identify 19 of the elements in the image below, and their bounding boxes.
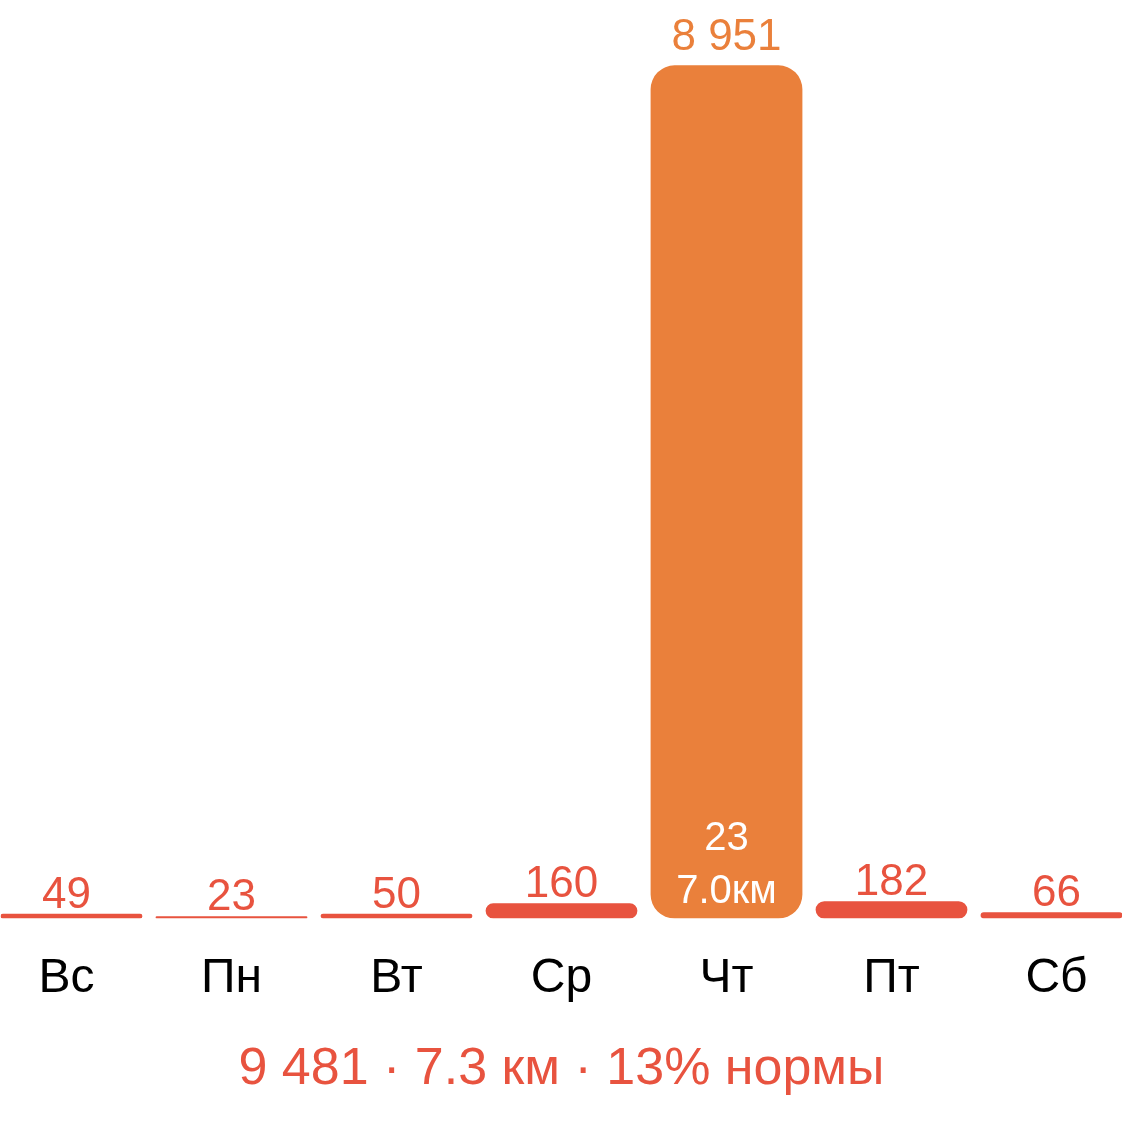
x-tick-label: Пт: [863, 948, 920, 1002]
x-tick-label: Ср: [530, 948, 593, 1002]
data-label: 160: [524, 857, 599, 907]
data-label: 182: [854, 855, 929, 905]
bar: [650, 65, 803, 919]
annotation: 7.0км: [676, 866, 777, 911]
x-tick-label: Сб: [1025, 948, 1088, 1002]
text: 9 481 · 7.3 км · 13% нормы: [238, 1036, 885, 1095]
data-label: 23: [207, 870, 256, 920]
bar: [485, 903, 638, 919]
data-label: 50: [372, 867, 421, 917]
data-label: 8 951: [671, 10, 782, 60]
annotation: 23: [704, 813, 749, 858]
x-tick-label: Вс: [38, 948, 95, 1002]
x-tick-label: Чт: [699, 948, 754, 1002]
data-label: 66: [1032, 866, 1081, 916]
x-tick-label: Пн: [201, 948, 263, 1002]
x-tick-label: Вт: [370, 948, 423, 1002]
data-label: 49: [42, 867, 91, 917]
